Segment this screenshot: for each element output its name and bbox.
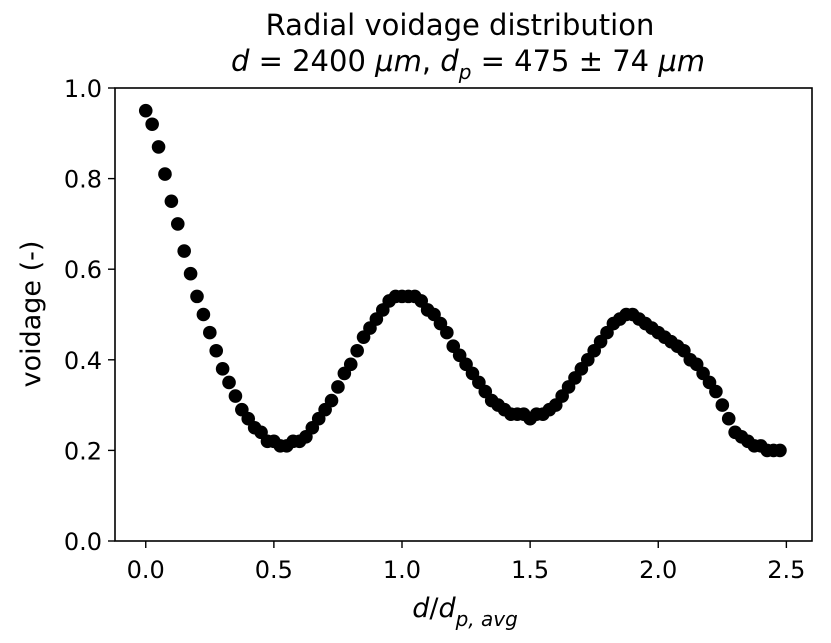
data-point — [228, 389, 243, 403]
data-point — [721, 411, 736, 426]
data-point — [170, 217, 185, 231]
data-point — [190, 289, 204, 304]
chart-subtitle: d = 2400 μm, dp = 475 ± 74 μm — [231, 44, 705, 84]
axes-ticks: 0.0 0.5 1.0 1.5 2.0 2.5 0.0 0.2 0.4 0.6 0.8 1.0 — [64, 75, 806, 584]
data-point — [138, 103, 153, 118]
y-tick-label: 0.6 — [64, 256, 102, 284]
data-point — [203, 325, 217, 340]
y-tick-label: 0.8 — [64, 166, 102, 194]
data-point — [222, 375, 236, 390]
plot-frame — [114, 87, 813, 542]
data-point — [196, 307, 211, 322]
y-axis-label: voidage (-) — [16, 241, 47, 388]
y-tick-label: 1.0 — [64, 75, 102, 103]
x-tick-label: 1.5 — [511, 556, 549, 584]
x-axis-label: d/dp, avg — [412, 593, 518, 631]
x-tick-label: 2.0 — [639, 556, 677, 584]
data-point — [715, 398, 730, 412]
data-point — [350, 343, 364, 358]
data-point — [151, 140, 166, 154]
data-point — [145, 117, 159, 132]
data-point — [183, 266, 198, 281]
data-point — [773, 443, 787, 458]
data-point — [164, 194, 179, 209]
y-tick-label: 0.2 — [64, 437, 102, 465]
y-tick-label: 0.4 — [64, 347, 102, 375]
x-tick-label: 0.0 — [127, 556, 165, 584]
x-tick-label: 2.5 — [767, 556, 805, 584]
data-point — [215, 362, 230, 376]
data-point — [709, 384, 723, 399]
y-tick-label: 0.0 — [64, 528, 102, 556]
data-point — [158, 167, 172, 181]
x-tick-label: 1.0 — [383, 556, 421, 584]
data-point — [177, 244, 191, 258]
data-points — [138, 103, 787, 458]
data-point — [324, 393, 339, 408]
data-point — [209, 343, 224, 358]
data-point — [343, 357, 358, 372]
data-point — [440, 325, 454, 340]
data-point — [331, 380, 345, 394]
chart-title: Radial voidage distribution — [266, 8, 655, 42]
x-tick-label: 0.5 — [255, 556, 293, 584]
